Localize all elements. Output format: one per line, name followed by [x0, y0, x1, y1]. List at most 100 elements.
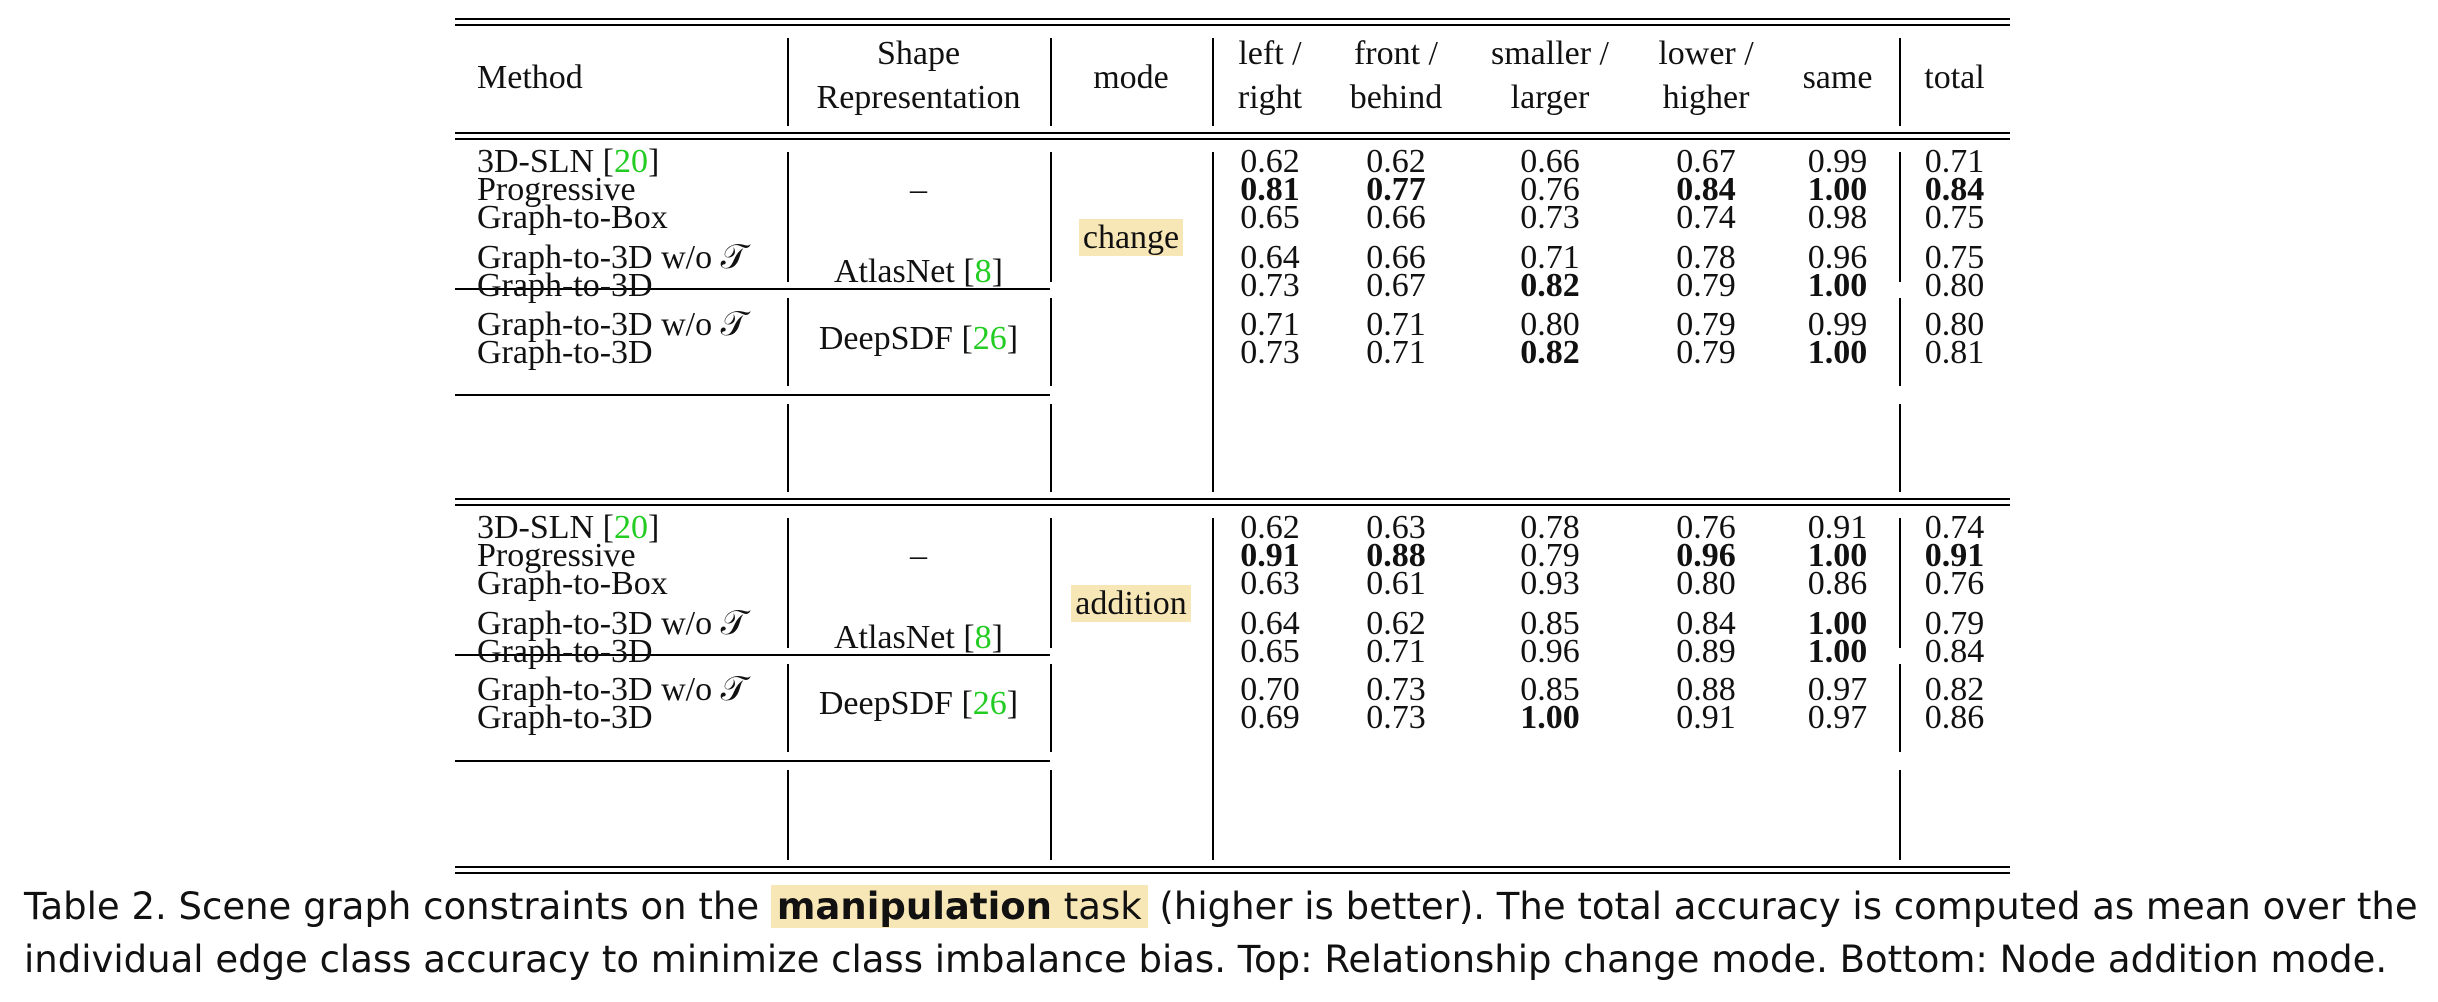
col-divider [1899, 518, 1901, 648]
header-smaller-larger: smaller / larger [1464, 32, 1636, 120]
method-name: Graph-to-3D [477, 334, 653, 371]
table-cell-value: 0.78 [1490, 508, 1610, 548]
mode-label: addition [1050, 584, 1212, 624]
value: 0.91 [1807, 509, 1868, 546]
shape-representation: AtlasNet [8] [833, 253, 1003, 290]
table-cell-value: 0.66 [1490, 142, 1610, 182]
method-name: Graph-to-Box [477, 565, 668, 602]
value: 0.62 [1240, 509, 1300, 546]
table-cell-value: 0.80 [1895, 305, 2015, 345]
shape-name: – [910, 537, 927, 574]
value: 0.65 [1240, 633, 1300, 670]
value: 0.96 [1807, 239, 1868, 276]
caption-highlight-rest: task [1052, 885, 1142, 928]
table-cell-value: 0.64 [1210, 238, 1330, 278]
best-value: 0.88 [1366, 537, 1426, 574]
best-value: 0.81 [1240, 171, 1300, 208]
table-cell-value: 0.65 [1210, 198, 1330, 238]
table-cell-value: 0.86 [1895, 698, 2015, 738]
table-cell-value: 0.85 [1490, 604, 1610, 644]
value: 0.91 [1676, 699, 1736, 736]
table-cell-value: 0.62 [1210, 508, 1330, 548]
best-value: 1.00 [1807, 334, 1868, 371]
value: 0.73 [1520, 199, 1580, 236]
value: 0.79 [1676, 306, 1736, 343]
table-cell-value: 0.76 [1646, 508, 1766, 548]
table-cell-value: 0.70 [1210, 670, 1330, 710]
table-cell-value: 0.80 [1895, 266, 2015, 306]
col-divider [1050, 770, 1052, 860]
table-cell-value: 0.76 [1490, 170, 1610, 210]
table-top-rule [455, 18, 2010, 20]
col-divider [1212, 518, 1214, 860]
value: 0.74 [1924, 509, 1985, 546]
value: 0.71 [1366, 306, 1426, 343]
method-name: Graph-to-3D [477, 699, 653, 736]
table-cell-value: 0.85 [1490, 670, 1610, 710]
table-caption: Table 2. Scene graph constraints on the … [24, 880, 2424, 986]
table-cell-value: 0.97 [1778, 670, 1898, 710]
table-cell-value: 1.00 [1778, 632, 1898, 672]
best-value: 1.00 [1807, 537, 1868, 574]
results-table: Method Shape Representation mode left / … [455, 18, 2010, 880]
col-divider [1050, 38, 1052, 126]
table-row-method: 3D-SLN [20] [477, 509, 660, 546]
table-cell-value: 0.97 [1778, 698, 1898, 738]
value: 0.80 [1520, 306, 1580, 343]
value: 0.79 [1676, 334, 1736, 371]
table-cell-value: 0.73 [1490, 198, 1610, 238]
value: 0.73 [1366, 699, 1426, 736]
header-left-right-line1: left / [1238, 35, 1302, 72]
method-name: Graph-to-3D [477, 267, 653, 304]
col-divider [787, 518, 789, 648]
method-name: 3D-SLN [477, 509, 595, 546]
section-rule-2 [455, 504, 2010, 506]
table-row-method: 3D-SLN [20] [477, 143, 660, 180]
value: 0.71 [1924, 143, 1985, 180]
table-cell-value: 0.71 [1210, 305, 1330, 345]
value: 0.96 [1520, 633, 1580, 670]
col-divider [1899, 38, 1901, 126]
header-shape-line1: Shape [876, 35, 961, 72]
value: 0.99 [1807, 306, 1868, 343]
col-divider [787, 770, 789, 860]
value: 0.71 [1366, 633, 1426, 670]
method-citation: 20 [613, 143, 648, 180]
shape-name: DeepSDF [818, 320, 953, 357]
method-name: Graph-to-3D w/o 𝒯 [477, 671, 747, 708]
header-shape: Shape Representation [787, 32, 1050, 120]
header-front-behind-line2: behind [1349, 79, 1443, 116]
table-cell-value: 0.89 [1646, 632, 1766, 672]
best-value: 0.84 [1924, 171, 1985, 208]
col-divider [1050, 404, 1052, 492]
table-cell-value: 0.62 [1210, 142, 1330, 182]
value: 0.80 [1924, 306, 1985, 343]
table-cell-value: 0.71 [1336, 305, 1456, 345]
value: 0.62 [1366, 605, 1426, 642]
table-cell-value: 0.63 [1210, 564, 1330, 604]
table-cell-value: 0.93 [1490, 564, 1610, 604]
value: 0.73 [1240, 267, 1300, 304]
table-cell-value: 0.82 [1490, 333, 1610, 373]
table-cell-value: 0.91 [1778, 508, 1898, 548]
value: 0.62 [1366, 143, 1426, 180]
table-cell-value: 0.62 [1336, 142, 1456, 182]
method-name: Graph-to-3D w/o 𝒯 [477, 306, 747, 343]
header-left-right: left / right [1212, 32, 1328, 120]
value: 0.75 [1924, 199, 1985, 236]
best-value: 1.00 [1807, 267, 1868, 304]
value: 0.71 [1240, 306, 1300, 343]
table-bottom-rule [455, 866, 2010, 868]
table-cell-value: 0.79 [1646, 266, 1766, 306]
method-name: Graph-to-3D w/o 𝒯 [477, 239, 747, 276]
value: 0.76 [1676, 509, 1736, 546]
col-divider [787, 38, 789, 126]
value: 0.62 [1240, 143, 1300, 180]
value: 0.69 [1240, 699, 1300, 736]
table-cell-value: 0.84 [1646, 170, 1766, 210]
col-divider [1899, 152, 1901, 282]
table-cell-value: 0.78 [1646, 238, 1766, 278]
table-bottom-rule-2 [455, 872, 2010, 874]
table-row-method: Graph-to-Box [477, 198, 668, 238]
value: 0.84 [1924, 633, 1985, 670]
